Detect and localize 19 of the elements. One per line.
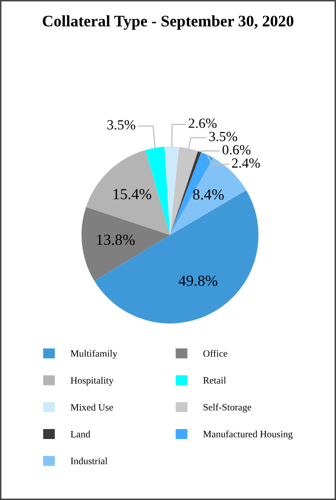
- data-label: 2.4%: [232, 158, 260, 168]
- data-label: 3.5%: [209, 132, 238, 142]
- legend-label: Self-Storage: [204, 404, 252, 412]
- data-label: 8.4%: [193, 189, 224, 200]
- legend-label: Retail: [203, 376, 226, 384]
- data-label: 13.8%: [97, 234, 135, 245]
- legend-label: Multifamily: [70, 350, 118, 359]
- data-label: 3.5%: [107, 120, 136, 130]
- legend-label: Manufactured Housing: [203, 430, 293, 440]
- data-label: 0.6%: [222, 145, 250, 155]
- legend-label: Hospitality: [70, 376, 114, 386]
- data-label: 49.8%: [178, 276, 218, 286]
- legend-label: Mixed Use: [70, 404, 113, 411]
- data-label: 2.6%: [188, 118, 217, 128]
- legend-label: Land: [70, 430, 90, 438]
- chart-title: Collateral Type - September 30, 2020: [42, 15, 294, 30]
- legend-label: Industrial: [70, 457, 108, 464]
- data-label: 15.4%: [114, 188, 152, 200]
- legend-label: Office: [203, 350, 228, 357]
